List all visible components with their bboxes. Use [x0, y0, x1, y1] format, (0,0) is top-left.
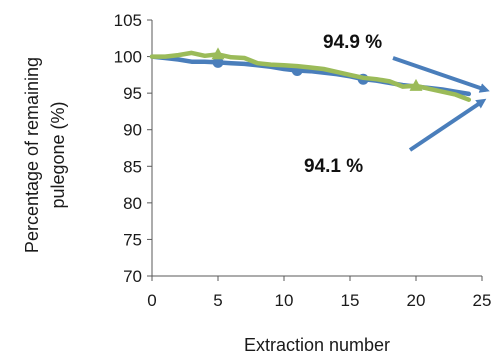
y-axis-title-line1: Percentage of remaining	[22, 57, 42, 253]
annotations: 94.9 % 94.1 %	[304, 32, 490, 177]
y-tick-label: 100	[114, 48, 142, 67]
series-group	[149, 47, 472, 102]
x-tick-label: 10	[275, 291, 294, 310]
series-2-point	[211, 47, 225, 60]
x-tick-label: 5	[213, 291, 222, 310]
series-2	[149, 47, 472, 102]
axes: 70 75 80 85 90 95 100 105 0 5 10 15 20 25	[114, 11, 492, 310]
annotation-label: 94.1 %	[304, 156, 363, 177]
x-tick-label: 15	[341, 291, 360, 310]
x-tick-label: 0	[147, 291, 156, 310]
annotation-label: 94.9 %	[323, 32, 382, 53]
y-tick-label: 75	[123, 230, 142, 249]
x-axis-title: Extraction number	[244, 335, 390, 355]
y-axis-title: Percentage of remaining pulegone (%)	[22, 57, 68, 253]
y-tick-label: 80	[123, 194, 142, 213]
series-1-point	[212, 56, 224, 68]
y-axis-title-line2: pulegone (%)	[48, 101, 68, 208]
y-tick-label: 70	[123, 267, 142, 286]
x-tick-label: 25	[473, 291, 492, 310]
y-tick-label: 90	[123, 121, 142, 140]
y-tick-label: 105	[114, 11, 142, 30]
y-tick-label: 95	[123, 84, 142, 103]
y-tick-label: 85	[123, 157, 142, 176]
annotation-arrow	[392, 56, 490, 93]
x-tick-label: 20	[407, 291, 426, 310]
series-2-point	[409, 78, 423, 91]
annotation-arrow	[408, 98, 487, 152]
